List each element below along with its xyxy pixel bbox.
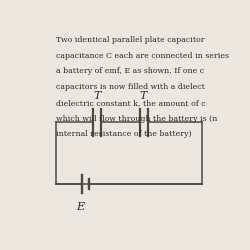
Text: internal resistance of the battery): internal resistance of the battery) xyxy=(56,130,192,138)
Text: Two identical parallel plate capacitor: Two identical parallel plate capacitor xyxy=(56,36,205,44)
Text: which will flow through the battery is (n: which will flow through the battery is (… xyxy=(56,115,218,123)
Text: T: T xyxy=(140,91,147,101)
Text: E: E xyxy=(76,202,84,212)
Text: capacitors is now filled with a dielect: capacitors is now filled with a dielect xyxy=(56,83,205,91)
Text: T: T xyxy=(94,91,101,101)
Text: capacitance C each are connected in series: capacitance C each are connected in seri… xyxy=(56,52,230,60)
Text: a battery of emf, E as shown. If one c: a battery of emf, E as shown. If one c xyxy=(56,67,204,75)
Text: dielectric constant k, the amount of c: dielectric constant k, the amount of c xyxy=(56,99,206,107)
